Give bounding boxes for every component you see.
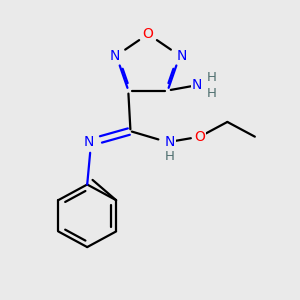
Text: H: H xyxy=(207,87,217,100)
Text: H: H xyxy=(165,150,175,164)
Text: H: H xyxy=(207,70,217,83)
Text: N: N xyxy=(84,135,94,149)
Text: N: N xyxy=(192,78,202,92)
Text: O: O xyxy=(142,27,154,41)
Text: O: O xyxy=(194,130,205,144)
Text: N: N xyxy=(176,49,187,63)
Text: N: N xyxy=(109,49,119,63)
Text: N: N xyxy=(164,135,175,149)
